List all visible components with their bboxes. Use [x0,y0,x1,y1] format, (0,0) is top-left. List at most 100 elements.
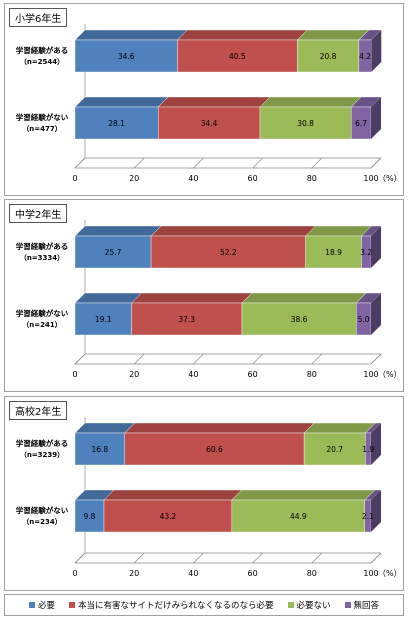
bar-value-label: 1.9 [362,445,374,454]
bar-value-label: 20.7 [326,445,343,454]
x-gridline [133,552,145,564]
legend-item: 必要ない [287,599,331,611]
bar-side-face [371,423,381,465]
bar-top-face [296,29,370,41]
legend-label: 必要ない [296,601,331,611]
x-unit-label: （%） [378,569,402,578]
category-sublabel: （n=241） [22,321,61,329]
legend-label: 必要 [37,601,55,611]
bar-top-face [74,29,188,41]
bar-top-face [74,292,143,304]
chart-junior-high-2: 0 20 40 60 80 100 （%） 学習経験がある （n=3334） 25.7 52.2 18… [16,220,402,379]
legend-label: 本当に有害なサイトだけみられなくなるのなら必要 [77,601,274,611]
x-gridline [311,552,323,564]
x-gridline [252,353,263,365]
bar-segment [305,235,362,269]
bar-value-label: 6.7 [355,119,367,128]
x-unit-label: （%） [378,370,402,379]
x-gridline [133,157,145,169]
bar-top-face [157,96,271,108]
bar-value-label: 43.2 [160,512,177,521]
legend-label: 無回答 [353,601,380,611]
panel-junior-high-2: 中学2年生 0 20 40 60 80 100 （%） 学習経験がある （n=3334） 25.7… [4,199,404,392]
panel-title: 高校2年生 [9,401,68,420]
category-sublabel: （n=234） [22,518,61,526]
bar-top-face [241,292,367,304]
bar-top-face [131,292,253,304]
chart-high-school-2: 0 20 40 60 80 100 （%） 学習経験がある （n=3239） 16.8 60.6 20… [16,417,402,578]
bar-value-label: 9.8 [84,512,96,521]
chart-legend: 必要 本当に有害なサイトだけみられなくなるのなら必要 必要ない 無回答 [4,594,404,616]
legend-item: 本当に有害なサイトだけみられなくなるのなら必要 [68,599,274,611]
bar-segment [241,302,357,336]
legend-swatch [287,602,294,608]
x-tick-label: 60 [248,174,258,183]
category-label: 学習経験がない [16,505,69,515]
x-gridline [193,552,204,564]
bar-value-label: 34.4 [201,119,218,128]
bar-value-label: 38.6 [291,315,308,324]
bar-value-label: 52.2 [220,248,237,257]
x-gridline [311,157,323,169]
bar-segment [74,302,132,336]
x-tick-label: 100 [363,569,378,578]
x-gridline [370,552,382,564]
bar-value-label: 60.6 [206,445,223,454]
bar-value-label: 3.2 [360,248,372,257]
legend-swatch [68,602,75,608]
x-gridline [133,353,145,365]
bar-segment [74,39,178,73]
x-gridline [74,552,86,564]
bar-value-label: 4.2 [359,52,371,61]
bar-value-label: 34.6 [118,52,135,61]
category-label: 学習経験がある [16,438,69,448]
bar-value-label: 16.8 [92,445,109,454]
chart-elementary-6: 0 20 40 60 80 100 （%） 学習経験がある （n=2544） 34.6 40.5 20… [16,24,402,183]
bar-value-label: 2.1 [362,512,374,521]
bar-side-face [371,490,381,532]
bar-segment [74,499,105,533]
panel-title: 小学6年生 [9,8,68,27]
bar-segment [74,432,125,466]
bar-segment [259,106,352,140]
bar-top-face [74,422,136,434]
panel-title: 中学2年生 [9,204,68,223]
category-sublabel: （n=3334） [20,254,64,262]
x-tick-label: 60 [248,569,258,578]
category-sublabel: （n=2544） [20,58,64,66]
panel-high-school-2: 高校2年生 0 20 40 60 80 100 （%） 学習経験がある （n=3239） 16.8… [4,396,404,591]
x-tick-label: 100 [363,370,378,379]
x-gridline [252,157,263,169]
legend-item: 無回答 [344,599,380,611]
x-tick-label: 80 [307,569,317,578]
bar-value-label: 5.0 [358,315,370,324]
category-sublabel: （n=3239） [20,451,64,459]
x-unit-label: （%） [378,174,402,183]
bar-value-label: 28.1 [108,119,125,128]
bar-segment [74,235,152,269]
bar-value-label: 44.9 [290,512,307,521]
x-gridline [193,157,204,169]
bar-top-face [124,422,315,434]
legend-swatch [28,602,35,608]
x-tick-label: 40 [188,174,198,183]
x-tick-label: 20 [129,569,139,578]
bar-value-label: 19.1 [95,315,112,324]
x-gridline [370,157,382,169]
x-gridline [252,552,263,564]
bar-segment [103,499,233,533]
bar-segment [157,106,261,140]
bar-segment [131,302,243,336]
x-tick-label: 80 [307,174,317,183]
x-tick-label: 20 [129,174,139,183]
bar-top-face [305,225,373,237]
bar-segment [231,499,365,533]
panel-elementary-6: 小学6年生 0 20 40 60 80 100 （%） 学習経験がある （n=2544） 34.6… [4,3,404,196]
bar-value-label: 40.5 [229,52,246,61]
x-gridline [74,353,86,365]
bar-value-label: 37.3 [178,315,195,324]
bar-segment [124,432,305,466]
bar-side-face [371,226,381,268]
legend-item: 必要 [28,599,55,611]
bar-segment [150,235,306,269]
